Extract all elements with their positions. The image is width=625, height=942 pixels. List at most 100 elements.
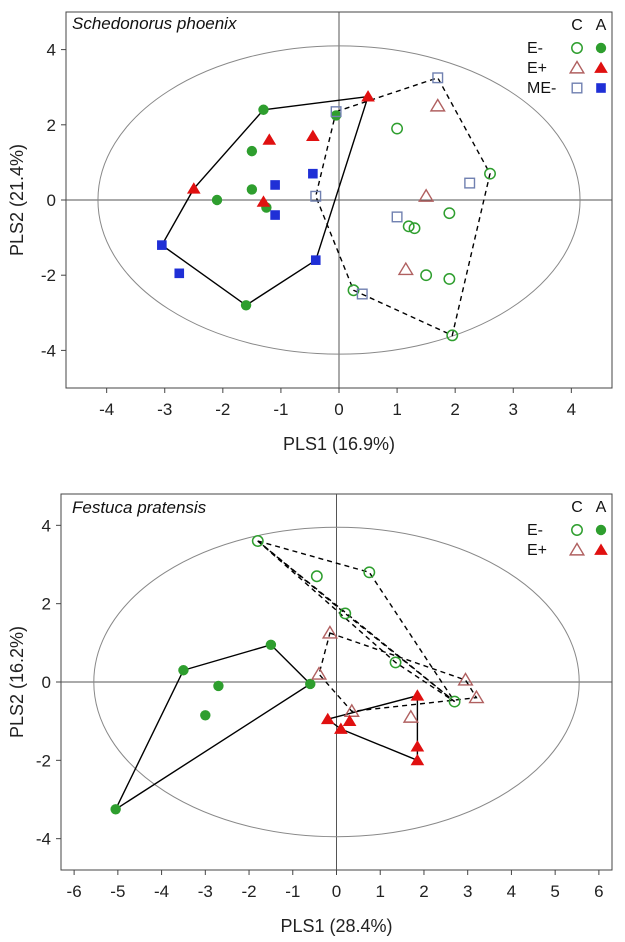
legend-header: A — [596, 499, 607, 516]
data-point — [391, 211, 403, 223]
data-point — [334, 722, 348, 734]
hull-dashed — [257, 540, 456, 703]
x-tick-label: 3 — [463, 882, 472, 901]
data-point — [251, 535, 264, 547]
y-axis-label: PLS2 (16.2%) — [7, 626, 27, 738]
x-tick-label: 1 — [392, 400, 401, 419]
data-point — [342, 714, 357, 727]
y-tick-label: 2 — [42, 595, 51, 614]
data-point — [363, 566, 376, 579]
data-point — [361, 90, 375, 102]
data-point — [410, 753, 425, 766]
data-point — [178, 665, 189, 676]
data-point — [310, 255, 321, 265]
data-point — [389, 656, 402, 669]
data-point — [484, 167, 496, 180]
x-tick-label: 5 — [550, 882, 559, 901]
hull-solid — [113, 644, 312, 812]
legend: C A E- E+ — [527, 499, 608, 559]
data-point — [246, 184, 258, 195]
data-point — [240, 300, 252, 311]
legend-marker — [571, 524, 583, 536]
y-tick-label: -2 — [36, 751, 51, 770]
y-tick-label: 4 — [42, 516, 51, 535]
x-tick-label: -3 — [198, 882, 213, 901]
x-tick-label: 2 — [450, 400, 459, 419]
hull-dashed — [318, 632, 478, 713]
legend-marker — [571, 42, 583, 54]
x-tick-label: 6 — [594, 882, 603, 901]
legend-header: C — [571, 499, 583, 516]
data-point — [262, 133, 277, 145]
y-tick-label: -4 — [36, 830, 51, 849]
y-tick-label: 2 — [47, 116, 56, 135]
legend-label: E+ — [527, 60, 547, 77]
data-point — [186, 182, 201, 194]
legend-label: E+ — [527, 542, 547, 559]
data-point — [420, 269, 433, 282]
data-point — [429, 98, 446, 112]
x-tick-label: -4 — [99, 400, 114, 419]
legend-label: E- — [527, 522, 543, 539]
x-tick-label: -2 — [215, 400, 230, 419]
data-point — [213, 680, 224, 692]
data-point — [391, 122, 404, 135]
hull-dashed — [315, 76, 491, 337]
data-point — [410, 740, 425, 752]
legend-marker — [596, 83, 606, 93]
legend: C A E- E+ ME- — [527, 17, 608, 97]
legend-label: ME- — [527, 80, 556, 97]
panel-title: Festuca pratensis — [72, 498, 207, 517]
data-point — [310, 570, 323, 583]
data-point — [258, 104, 269, 115]
data-point — [308, 168, 318, 179]
legend-header: C — [571, 17, 583, 34]
legend-header: A — [596, 17, 607, 34]
x-tick-label: 0 — [334, 400, 343, 419]
data-point — [330, 110, 342, 121]
x-tick-label: -4 — [154, 882, 169, 901]
data-point — [306, 129, 320, 141]
data-point — [157, 240, 167, 250]
data-point — [397, 261, 414, 276]
data-point — [200, 710, 211, 721]
data-point — [310, 190, 322, 202]
y-axis-label: PLS2 (21.4%) — [7, 144, 27, 256]
x-tick-label: 4 — [567, 400, 576, 419]
x-axis-label: PLS1 (28.4%) — [280, 916, 392, 936]
legend-label: E- — [527, 40, 543, 57]
data-point — [110, 804, 121, 815]
data-point — [211, 194, 223, 206]
y-tick-label: 4 — [47, 41, 56, 60]
x-tick-label: -3 — [157, 400, 172, 419]
data-point — [356, 288, 368, 300]
y-tick-label: 0 — [47, 191, 56, 210]
x-tick-label: 2 — [419, 882, 428, 901]
data-point — [343, 703, 360, 717]
data-point — [305, 678, 316, 690]
data-point — [432, 72, 444, 84]
data-point — [320, 712, 335, 725]
data-point — [457, 672, 474, 686]
panel-schedonorus: Schedonorus phoenix -4 -3 -2 -1 0 1 2 3 4 -4 -2 0 2 4… — [7, 11, 613, 454]
data-point — [402, 220, 415, 233]
x-tick-label: -5 — [110, 882, 125, 901]
legend-marker — [568, 60, 586, 74]
y-tick-label: 0 — [42, 673, 51, 692]
data-point — [270, 210, 280, 220]
legend-marker — [571, 82, 583, 94]
data-point — [321, 625, 339, 639]
data-point — [410, 689, 425, 701]
x-tick-label: 1 — [375, 882, 384, 901]
legend-marker — [595, 42, 607, 54]
x-tick-label: -1 — [285, 882, 300, 901]
x-tick-label: -1 — [273, 400, 288, 419]
y-tick-label: -4 — [41, 341, 56, 360]
data-point — [448, 695, 461, 708]
x-tick-label: 3 — [509, 400, 518, 419]
data-point — [468, 689, 485, 704]
data-point — [246, 145, 258, 157]
x-axis-label: PLS1 (16.9%) — [283, 434, 395, 454]
data-point — [418, 188, 435, 202]
